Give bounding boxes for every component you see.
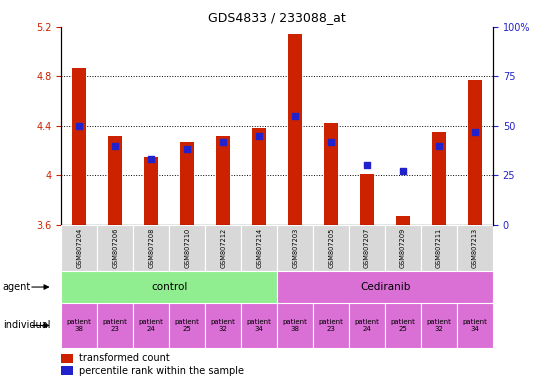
Text: GSM807212: GSM807212 (220, 228, 226, 268)
Bar (385, 303, 421, 348)
Bar (133, 225, 169, 271)
Bar (457, 303, 493, 348)
Point (471, 129, 479, 135)
Bar (61, 354, 74, 362)
Text: GSM807203: GSM807203 (292, 228, 298, 268)
Point (183, 146, 191, 152)
Bar (313, 225, 349, 271)
Text: patient
23: patient 23 (103, 319, 128, 332)
Text: GSM807206: GSM807206 (112, 227, 118, 268)
Bar (61, 225, 98, 271)
Point (219, 139, 228, 145)
Bar (169, 225, 205, 271)
Bar (277, 303, 313, 348)
Bar (385, 225, 421, 271)
Bar (205, 225, 241, 271)
Text: control: control (151, 282, 188, 292)
Text: agent: agent (3, 282, 31, 292)
Text: patient
32: patient 32 (426, 319, 451, 332)
Bar (252, 128, 266, 225)
Text: percentile rank within the sample: percentile rank within the sample (79, 366, 245, 376)
Text: GSM807214: GSM807214 (256, 228, 262, 268)
Point (147, 156, 156, 162)
Bar (360, 174, 374, 225)
Text: patient
34: patient 34 (247, 319, 272, 332)
Text: GSM807205: GSM807205 (328, 227, 334, 268)
Text: GSM807207: GSM807207 (364, 227, 370, 268)
Text: GSM807208: GSM807208 (148, 227, 154, 268)
Bar (277, 271, 493, 303)
Bar (72, 68, 86, 225)
Text: GSM807210: GSM807210 (184, 228, 190, 268)
Bar (349, 225, 385, 271)
Bar (396, 216, 410, 225)
Point (75, 123, 84, 129)
Text: patient
25: patient 25 (175, 319, 200, 332)
Text: GSM807204: GSM807204 (76, 227, 82, 268)
Title: GDS4833 / 233088_at: GDS4833 / 233088_at (208, 11, 346, 24)
Text: transformed count: transformed count (79, 353, 170, 363)
Bar (457, 225, 493, 271)
Point (363, 162, 372, 169)
Text: GSM807209: GSM807209 (400, 228, 406, 268)
Bar (61, 366, 74, 375)
Bar (180, 142, 195, 225)
Bar (144, 157, 158, 225)
Bar (108, 136, 123, 225)
Text: Cediranib: Cediranib (360, 282, 410, 292)
Bar (133, 303, 169, 348)
Bar (421, 303, 457, 348)
Point (291, 113, 300, 119)
Bar (216, 136, 230, 225)
Bar (277, 225, 313, 271)
Bar (468, 80, 482, 225)
Bar (349, 303, 385, 348)
Text: patient
25: patient 25 (391, 319, 416, 332)
Text: patient
24: patient 24 (354, 319, 379, 332)
Point (255, 132, 263, 139)
Bar (324, 123, 338, 225)
Text: patient
34: patient 34 (463, 319, 488, 332)
Bar (61, 303, 98, 348)
Point (435, 142, 443, 149)
Bar (241, 303, 277, 348)
Bar (98, 303, 133, 348)
Text: patient
32: patient 32 (211, 319, 236, 332)
Bar (421, 225, 457, 271)
Text: GSM807211: GSM807211 (436, 228, 442, 268)
Bar (241, 225, 277, 271)
Bar (61, 271, 277, 303)
Point (327, 139, 335, 145)
Bar (205, 303, 241, 348)
Bar (313, 303, 349, 348)
Text: patient
23: patient 23 (319, 319, 344, 332)
Point (399, 168, 407, 174)
Bar (169, 303, 205, 348)
Bar (288, 34, 302, 225)
Text: individual: individual (3, 320, 50, 331)
Bar (98, 225, 133, 271)
Text: patient
38: patient 38 (282, 319, 308, 332)
Point (111, 142, 119, 149)
Text: GSM807213: GSM807213 (472, 228, 478, 268)
Text: patient
38: patient 38 (67, 319, 92, 332)
Bar (432, 132, 446, 225)
Text: patient
24: patient 24 (139, 319, 164, 332)
